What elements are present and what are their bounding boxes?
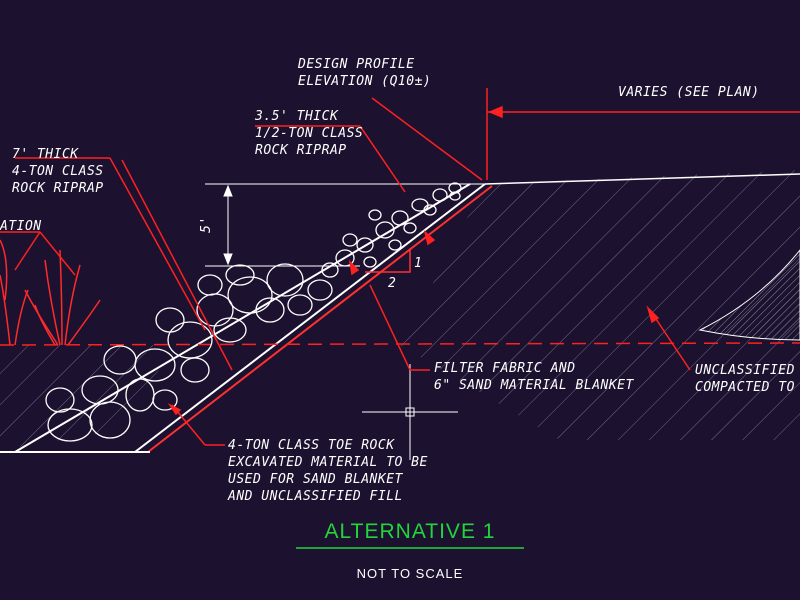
- centerline-mark: [362, 364, 458, 460]
- rock-small: [363, 256, 377, 268]
- label-thick-riprap: 7' THICK 4-TON CLASS ROCK RIPRAP: [12, 147, 104, 196]
- rock: [225, 264, 255, 286]
- rock-small: [356, 237, 374, 253]
- top-ground-line: [484, 173, 800, 185]
- rock-small: [375, 221, 395, 239]
- dimension-5ft: [205, 184, 360, 267]
- rock: [287, 294, 313, 316]
- rock-small: [388, 239, 402, 251]
- label-toe-rock: 4-TON CLASS TOE ROCK EXCAVATED MATERIAL …: [228, 438, 428, 504]
- rock-small: [368, 209, 382, 221]
- rock: [155, 307, 185, 333]
- sand-blanket-line: [147, 185, 493, 453]
- leader-lines: [0, 88, 800, 446]
- rock: [81, 375, 119, 405]
- rock: [307, 279, 333, 301]
- rock-small: [411, 198, 429, 212]
- rock-riprap: [45, 182, 462, 442]
- label-slope-run: 2: [388, 276, 397, 291]
- label-vegetation: ATION: [0, 219, 42, 234]
- rock: [266, 263, 304, 297]
- label-slope-rise: 1: [414, 256, 423, 271]
- rock-small: [321, 262, 339, 278]
- rock: [196, 293, 234, 327]
- slope-ratio-triangle: [365, 250, 411, 273]
- rock-small: [423, 204, 437, 216]
- vegetation-symbol: [0, 239, 101, 346]
- drawing-subtitle: NOT TO SCALE: [356, 566, 464, 581]
- label-thin-riprap: 3.5' THICK 1/2-TON CLASS ROCK RIPRAP: [255, 109, 364, 158]
- rock-small: [448, 182, 462, 194]
- label-design-profile: DESIGN PROFILE ELEVATION (Q10±): [298, 57, 432, 89]
- rock-small: [403, 222, 417, 234]
- label-unclassified: UNCLASSIFIED I COMPACTED TO: [695, 363, 795, 395]
- rock: [227, 276, 273, 314]
- rock: [152, 389, 178, 411]
- existing-ground-left: [0, 345, 175, 450]
- rock: [255, 297, 285, 323]
- compacted-fill-pocket: [698, 249, 800, 341]
- unclassified-fill-area: [400, 170, 800, 440]
- rock: [167, 321, 213, 359]
- rock: [103, 345, 137, 375]
- rock-small: [449, 191, 461, 201]
- label-varies: VARIES (SEE PLAN): [618, 85, 760, 100]
- rock-small: [432, 188, 448, 202]
- rock-small: [391, 210, 409, 226]
- rock: [180, 357, 210, 383]
- label-filter-fabric: FILTER FABRIC AND 6" SAND MATERIAL BLANK…: [434, 361, 634, 393]
- label-dimension-5: 5': [198, 216, 214, 233]
- existing-grade-dashed: [0, 342, 800, 346]
- rock: [197, 274, 223, 296]
- drawing-title: ALTERNATIVE 1: [324, 520, 496, 543]
- rock: [45, 387, 75, 413]
- rock-small: [342, 233, 358, 247]
- filter-fabric-line: [134, 183, 486, 453]
- rock: [213, 317, 247, 343]
